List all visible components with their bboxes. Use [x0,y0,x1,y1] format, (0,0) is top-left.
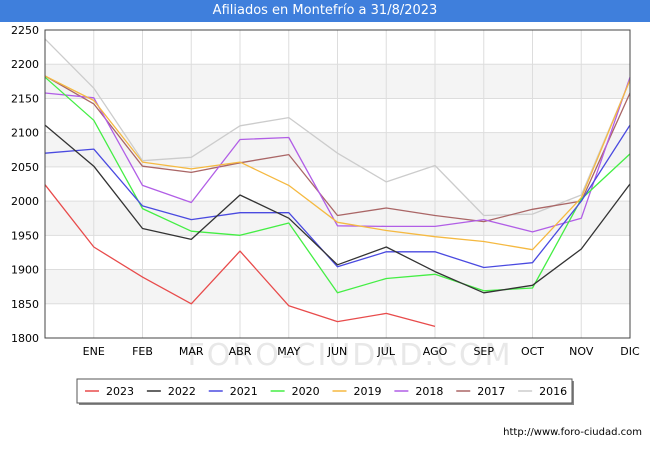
legend-label-2021: 2021 [230,385,258,398]
y-tick-label: 2250 [11,24,39,37]
chart-title: Afiliados en Montefrío a 31/8/2023 [0,0,650,22]
y-tick-label: 1850 [11,298,39,311]
x-tick-label: JUN [327,345,348,358]
x-tick-label: DIC [620,345,640,358]
legend: 2023 2022 2021 2020 2019 2018 2017 2016 [76,378,574,405]
series-line-2020 [44,76,631,294]
y-tick-label: 2150 [11,92,39,105]
source-link[interactable]: http://www.foro-ciudad.com [503,427,642,438]
series-line-2023 [44,184,436,328]
x-tick-label: MAR [179,345,204,358]
series-line-2021 [44,124,631,269]
series-line-2022 [44,124,631,294]
y-tick-label: 2100 [11,127,39,140]
legend-label-2020: 2020 [292,385,320,398]
legend-label-2016: 2016 [539,385,567,398]
x-tick-label: OCT [521,345,544,358]
y-tick-label: 2050 [11,161,39,174]
legend-label-2023: 2023 [106,385,134,398]
y-tick-label: 1900 [11,264,39,277]
legend-label-2018: 2018 [415,385,443,398]
series-layer [44,38,631,328]
x-tick-label: SEP [473,345,494,358]
x-tick-label: MAY [277,345,300,358]
series-line-2019 [44,75,631,251]
legend-label-2019: 2019 [354,385,382,398]
x-tick-label: AGO [423,345,448,358]
x-tick-label: ENE [83,345,105,358]
legend-label-2022: 2022 [168,385,196,398]
legend-label-2017: 2017 [477,385,505,398]
series-line-2017 [44,75,631,223]
x-tick-label: NOV [569,345,594,358]
series-line-2018 [44,76,631,233]
y-tick-label: 1950 [11,229,39,242]
y-tick-label: 1800 [11,332,39,345]
axes: 1800 1850 1900 1950 2000 2050 2100 2150 2200 2250… [11,24,640,358]
x-tick-label: JUL [377,345,396,358]
y-tick-label: 2200 [11,58,39,71]
x-tick-label: ABR [229,345,252,358]
watermark: FORO-CIUDAD.COM [188,338,513,373]
x-tick-label: FEB [132,345,153,358]
plot-frame [44,29,631,339]
series-line-2016 [44,38,631,217]
y-tick-label: 2000 [11,195,39,208]
